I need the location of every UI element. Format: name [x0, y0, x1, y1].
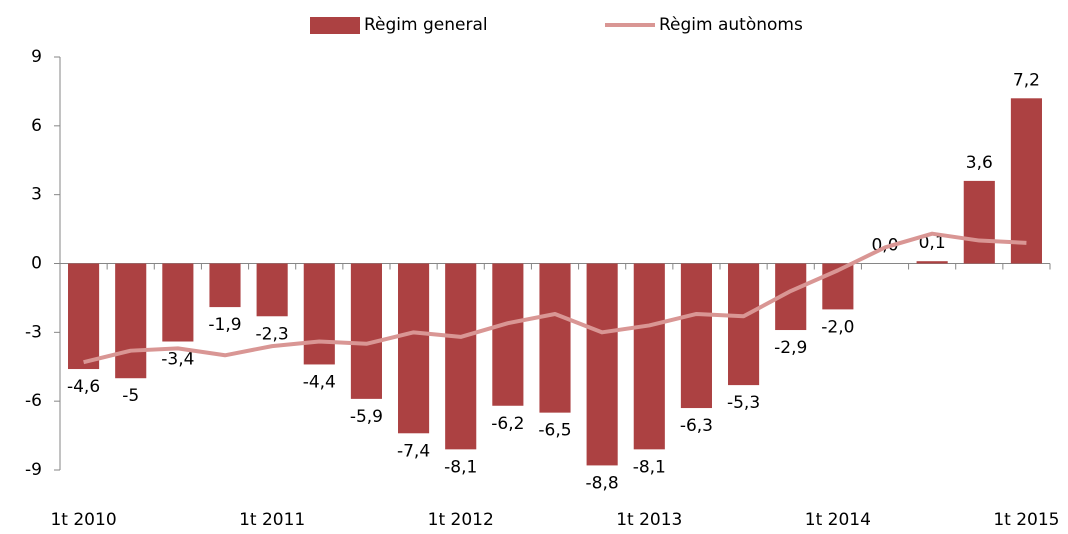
data-label: -8,1	[444, 457, 477, 477]
bar	[115, 263, 147, 379]
data-label: -3,4	[161, 350, 194, 370]
legend-label: Règim autònoms	[659, 15, 803, 35]
data-label: -5	[122, 386, 139, 406]
x-tick-label: 1t 2013	[616, 510, 682, 530]
data-label: -8,1	[633, 457, 666, 477]
bar	[633, 263, 665, 450]
data-label: 3,6	[966, 153, 993, 173]
data-label: -4,4	[303, 372, 336, 392]
bar	[586, 263, 618, 466]
y-tick-label: -6	[25, 391, 42, 411]
bar	[256, 263, 288, 317]
bar	[350, 263, 382, 399]
bar	[209, 263, 241, 308]
data-label: 7,2	[1013, 70, 1040, 90]
data-label: -4,6	[67, 377, 100, 397]
data-label: -7,4	[397, 441, 430, 461]
data-label: -1,9	[208, 315, 241, 335]
bar	[445, 263, 477, 450]
bar	[303, 263, 335, 365]
y-tick-label: 0	[31, 254, 42, 274]
legend-label: Règim general	[364, 15, 488, 35]
x-tick-label: 1t 2011	[239, 510, 305, 530]
data-label: -5,9	[350, 407, 383, 427]
bar	[492, 263, 524, 406]
data-label: -5,3	[727, 393, 760, 413]
data-label: -2,9	[774, 338, 807, 358]
data-label: -2,0	[821, 317, 854, 337]
x-tick-label: 1t 2012	[428, 510, 494, 530]
legend-swatch	[310, 17, 360, 34]
y-tick-label: 6	[31, 116, 42, 136]
bar	[1010, 98, 1042, 264]
bar	[916, 261, 948, 264]
data-label: -6,5	[538, 421, 571, 441]
bar	[68, 263, 100, 370]
data-label: -6,3	[680, 416, 713, 436]
x-tick-label: 1t 2015	[993, 510, 1059, 530]
data-label: 0,1	[919, 233, 946, 253]
data-label: -2,3	[256, 324, 289, 344]
bar	[963, 180, 995, 264]
y-tick-label: 3	[31, 185, 42, 205]
y-tick-label: -3	[25, 322, 42, 342]
data-label: -8,8	[586, 473, 619, 493]
x-tick-label: 1t 2014	[805, 510, 871, 530]
x-tick-label: 1t 2010	[50, 510, 116, 530]
bar	[680, 263, 712, 409]
bar	[539, 263, 571, 413]
bar	[398, 263, 430, 434]
data-label: -6,2	[491, 414, 524, 434]
y-tick-label: 9	[31, 47, 42, 67]
y-tick-label: -9	[25, 460, 42, 480]
line	[83, 231, 1027, 365]
bar	[162, 263, 194, 342]
bar	[728, 263, 760, 386]
